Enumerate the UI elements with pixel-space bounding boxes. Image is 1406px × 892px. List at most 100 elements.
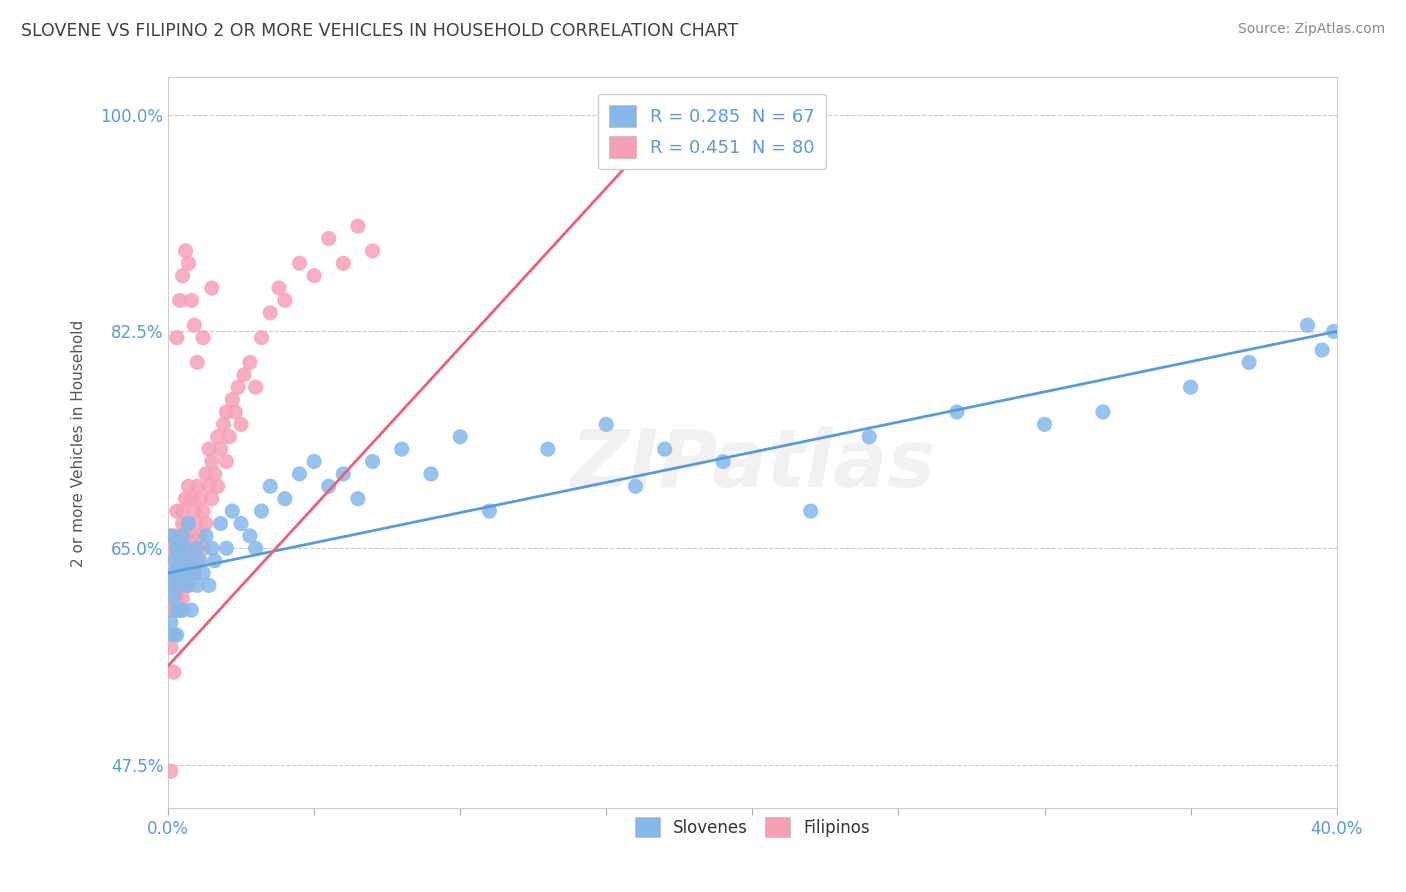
- Point: [274, 293, 297, 308]
- Point: [163, 628, 186, 642]
- Point: [163, 554, 186, 568]
- Point: [212, 417, 235, 432]
- Point: [204, 467, 226, 481]
- Point: [160, 541, 183, 556]
- Point: [209, 516, 232, 531]
- Point: [361, 454, 384, 468]
- Point: [172, 554, 194, 568]
- Point: [183, 566, 205, 580]
- Point: [191, 331, 214, 345]
- Point: [259, 306, 281, 320]
- Point: [166, 628, 188, 642]
- Point: [198, 479, 221, 493]
- Point: [267, 281, 290, 295]
- Point: [288, 256, 311, 270]
- Point: [239, 529, 262, 543]
- Point: [302, 268, 325, 283]
- Point: [160, 578, 183, 592]
- Point: [174, 529, 197, 543]
- Point: [1323, 325, 1346, 339]
- Point: [318, 479, 340, 493]
- Point: [172, 603, 194, 617]
- Point: [180, 554, 202, 568]
- Point: [186, 479, 208, 493]
- Point: [1237, 355, 1260, 369]
- Point: [177, 516, 200, 531]
- Point: [198, 442, 221, 457]
- Point: [174, 541, 197, 556]
- Point: [391, 442, 413, 457]
- Point: [172, 516, 194, 531]
- Point: [221, 504, 243, 518]
- Point: [180, 603, 202, 617]
- Point: [163, 665, 186, 680]
- Point: [160, 529, 183, 543]
- Point: [166, 554, 188, 568]
- Point: [1180, 380, 1202, 394]
- Point: [160, 615, 183, 630]
- Point: [302, 454, 325, 468]
- Point: [169, 566, 191, 580]
- Point: [160, 764, 183, 779]
- Point: [183, 504, 205, 518]
- Point: [169, 293, 191, 308]
- Point: [221, 392, 243, 407]
- Point: [177, 256, 200, 270]
- Point: [332, 467, 354, 481]
- Point: [188, 554, 211, 568]
- Point: [180, 293, 202, 308]
- Point: [215, 454, 238, 468]
- Point: [180, 566, 202, 580]
- Point: [201, 541, 224, 556]
- Point: [177, 516, 200, 531]
- Point: [188, 491, 211, 506]
- Point: [191, 541, 214, 556]
- Point: [318, 231, 340, 245]
- Point: [191, 566, 214, 580]
- Point: [163, 591, 186, 605]
- Point: [420, 467, 443, 481]
- Point: [347, 219, 370, 233]
- Point: [250, 504, 273, 518]
- Point: [800, 504, 823, 518]
- Point: [174, 541, 197, 556]
- Point: [229, 417, 252, 432]
- Point: [177, 554, 200, 568]
- Point: [478, 504, 501, 518]
- Point: [224, 405, 246, 419]
- Point: [180, 529, 202, 543]
- Point: [204, 554, 226, 568]
- Point: [188, 529, 211, 543]
- Point: [449, 430, 471, 444]
- Point: [174, 566, 197, 580]
- Point: [1310, 343, 1333, 357]
- Point: [595, 417, 617, 432]
- Point: [858, 430, 880, 444]
- Point: [169, 541, 191, 556]
- Point: [245, 380, 267, 394]
- Point: [160, 640, 183, 655]
- Point: [180, 491, 202, 506]
- Legend: Slovenes, Filipinos: Slovenes, Filipinos: [628, 810, 876, 844]
- Point: [198, 578, 221, 592]
- Point: [1091, 405, 1114, 419]
- Point: [711, 454, 734, 468]
- Point: [172, 504, 194, 518]
- Point: [186, 554, 208, 568]
- Point: [347, 491, 370, 506]
- Point: [172, 591, 194, 605]
- Point: [215, 541, 238, 556]
- Point: [201, 491, 224, 506]
- Point: [183, 541, 205, 556]
- Point: [250, 331, 273, 345]
- Text: Source: ZipAtlas.com: Source: ZipAtlas.com: [1237, 22, 1385, 37]
- Point: [172, 566, 194, 580]
- Point: [194, 516, 217, 531]
- Point: [169, 578, 191, 592]
- Point: [207, 430, 229, 444]
- Point: [537, 442, 560, 457]
- Point: [332, 256, 354, 270]
- Point: [174, 491, 197, 506]
- Point: [226, 380, 249, 394]
- Point: [166, 591, 188, 605]
